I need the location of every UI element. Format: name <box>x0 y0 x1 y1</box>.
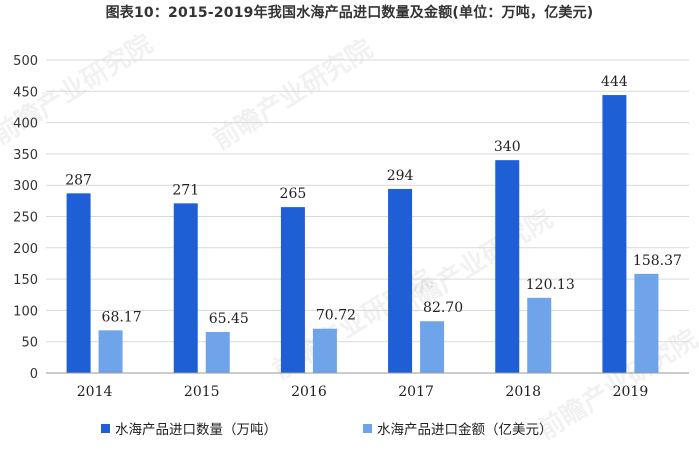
x-tick-label: 2016 <box>291 384 327 400</box>
y-tick-label: 150 <box>13 273 38 288</box>
bar-amount <box>420 321 445 373</box>
data-label-amount: 120.13 <box>526 277 575 293</box>
legend-swatch <box>101 424 110 433</box>
y-tick-label: 450 <box>13 85 38 100</box>
y-tick-label: 250 <box>13 211 38 226</box>
data-label-quantity: 294 <box>387 168 414 184</box>
x-tick-label: 2018 <box>505 384 541 400</box>
data-label-amount: 82.70 <box>423 300 463 316</box>
x-tick-label: 2019 <box>613 384 649 400</box>
data-label-quantity: 287 <box>65 172 92 188</box>
data-labels: 287 68.17 271 65.45 265 70.72 294 82.70 340 120.1… <box>65 74 682 327</box>
y-tick-label: 350 <box>13 148 38 163</box>
data-label-amount: 158.37 <box>633 253 682 269</box>
watermark-text: 前瞻产业研究院 <box>207 33 378 156</box>
bar-quantity <box>495 160 520 373</box>
bar-amount <box>312 328 337 373</box>
legend-label: 水海产品进口数量（万吨） <box>115 422 277 438</box>
data-label-quantity: 271 <box>172 182 199 198</box>
data-label-quantity: 340 <box>494 139 521 155</box>
y-axis: 0 50 100 150 200 250 300 350 400 450 500 <box>13 54 38 382</box>
gridlines <box>46 59 689 343</box>
y-tick-label: 400 <box>13 117 38 132</box>
bar-amount <box>527 297 552 373</box>
x-tick-label: 2017 <box>398 384 434 400</box>
y-tick-label: 300 <box>13 179 38 194</box>
y-tick-label: 50 <box>21 336 38 351</box>
bar-quantity <box>280 207 305 373</box>
legend: 水海产品进口数量（万吨） 水海产品进口金额（亿美元） <box>101 422 553 438</box>
bar-quantity <box>602 95 627 373</box>
y-tick-label: 500 <box>13 54 38 69</box>
x-tick-label: 2015 <box>184 384 220 400</box>
data-label-amount: 68.17 <box>102 309 142 325</box>
bar-amount <box>205 332 230 373</box>
bar-quantity <box>66 193 91 373</box>
bars <box>66 95 659 373</box>
bar-quantity <box>388 188 413 373</box>
bar-quantity <box>173 203 198 373</box>
y-tick-label: 100 <box>13 304 38 319</box>
data-label-amount: 65.45 <box>209 311 249 327</box>
chart-title: 图表10：2015-2019年我国水海产品进口数量及金额(单位：万吨，亿美元) <box>105 5 594 21</box>
data-label-quantity: 444 <box>601 74 628 90</box>
data-label-quantity: 265 <box>280 186 307 202</box>
x-tick-label: 2014 <box>77 384 113 400</box>
legend-label: 水海产品进口金额（亿美元） <box>377 422 553 438</box>
y-tick-label: 200 <box>13 242 38 257</box>
data-label-amount: 70.72 <box>316 308 356 324</box>
x-axis: 2014 2015 2016 2017 2018 2019 <box>46 372 689 400</box>
y-tick-label: 0 <box>30 367 38 382</box>
legend-swatch <box>363 424 372 433</box>
bar-amount <box>634 273 659 373</box>
bar-amount <box>98 330 123 373</box>
